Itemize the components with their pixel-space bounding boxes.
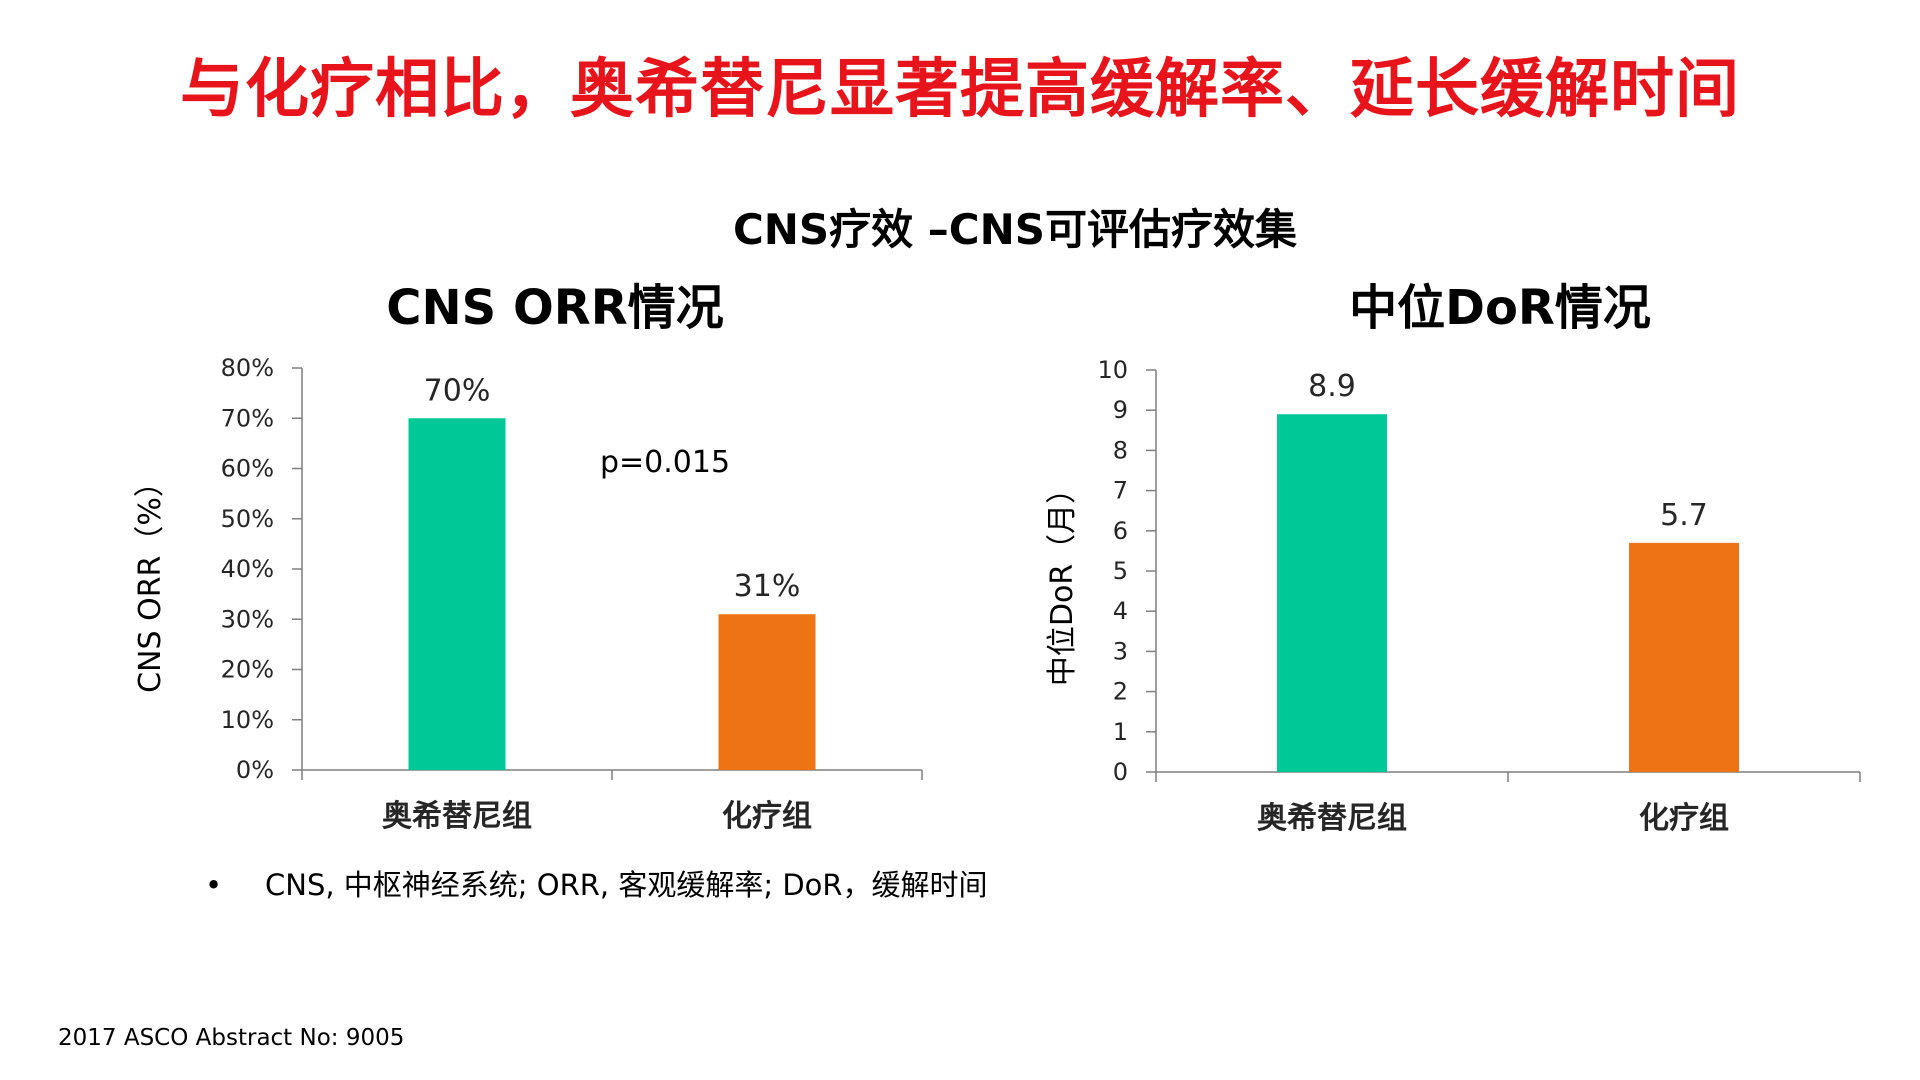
footnote-text: CNS, 中枢神经系统; ORR, 客观缓解率; DoR，缓解时间: [265, 868, 988, 902]
y-tick-label-0-5: 50%: [221, 505, 274, 533]
category-label-1-0: 奥希替尼组: [1257, 801, 1407, 836]
bar-value-label-1-0: 8.9: [1308, 369, 1356, 404]
y-tick-label-1-3: 3: [1113, 637, 1128, 665]
y-tick-label-1-4: 4: [1113, 597, 1128, 625]
y-tick-label-1-7: 7: [1113, 477, 1128, 505]
y-tick-label-0-6: 60%: [221, 455, 274, 483]
bar-value-label-0-0: 70%: [424, 373, 491, 408]
y-tick-label-1-0: 0: [1113, 758, 1128, 786]
bar-0-1: [718, 614, 816, 770]
y-tick-label-0-4: 40%: [221, 555, 274, 583]
y-tick-label-1-5: 5: [1113, 557, 1128, 585]
y-tick-label-0-3: 30%: [221, 605, 274, 633]
y-tick-label-0-2: 20%: [221, 656, 274, 684]
footnote: • CNS, 中枢神经系统; ORR, 客观缓解率; DoR，缓解时间: [205, 862, 988, 904]
chart-title-orr: CNS ORR情况: [386, 280, 724, 336]
chart-title-dor: 中位DoR情况: [1349, 280, 1651, 336]
slide-title: 与化疗相比，奥希替尼显著提高缓解率、延长缓解时间: [180, 53, 1740, 127]
bar-1-0: [1277, 414, 1387, 772]
y-tick-label-1-6: 6: [1113, 517, 1128, 545]
category-label-0-0: 奥希替尼组: [382, 799, 532, 834]
y-tick-label-0-0: 0%: [236, 756, 274, 784]
category-label-1-1: 化疗组: [1639, 801, 1729, 836]
category-label-0-1: 化疗组: [722, 799, 812, 834]
y-axis-label-1: 中位DoR（月）: [1045, 474, 1080, 686]
source-citation: 2017 ASCO Abstract No: 9005: [58, 1025, 405, 1051]
slide-subtitle: CNS疗效 –CNS可评估疗效集: [732, 205, 1298, 254]
p-value-annotation: p=0.015: [600, 445, 730, 480]
y-tick-label-1-2: 2: [1113, 678, 1128, 706]
y-tick-label-0-8: 80%: [221, 354, 274, 382]
y-tick-label-0-7: 70%: [221, 404, 274, 432]
y-tick-label-1-8: 8: [1113, 436, 1128, 464]
y-tick-label-1-10: 10: [1097, 356, 1128, 384]
footnote-bullet: •: [205, 868, 223, 902]
y-tick-label-1-1: 1: [1113, 718, 1128, 746]
bar-0-0: [408, 418, 506, 770]
y-tick-label-0-1: 10%: [221, 706, 274, 734]
y-tick-label-1-9: 9: [1113, 396, 1128, 424]
y-axis-label-0: CNS ORR（%）: [133, 467, 168, 693]
bar-value-label-0-1: 31%: [734, 569, 801, 604]
bar-1-1: [1629, 542, 1739, 772]
bar-value-label-1-1: 5.7: [1660, 498, 1708, 533]
